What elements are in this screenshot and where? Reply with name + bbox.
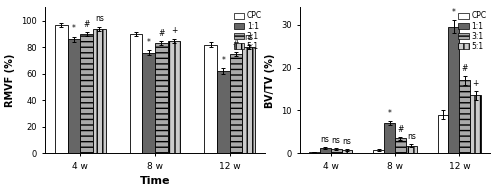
Text: ns: ns	[407, 132, 416, 141]
Bar	[142, 53, 155, 153]
X-axis label: Time: Time	[140, 176, 170, 186]
Text: *: *	[388, 109, 392, 118]
Legend: CPC, 1:1, 3:1, 5:1: CPC, 1:1, 3:1, 5:1	[457, 10, 488, 52]
Bar	[168, 41, 180, 153]
Text: ns: ns	[332, 136, 340, 145]
Bar	[230, 54, 242, 153]
Text: ns: ns	[342, 137, 351, 146]
Text: +: +	[171, 26, 177, 35]
Text: #: #	[462, 64, 468, 73]
Bar	[80, 34, 93, 153]
Bar	[406, 146, 417, 153]
Bar	[93, 29, 106, 153]
Bar	[438, 115, 448, 153]
Text: #: #	[398, 125, 404, 134]
Y-axis label: BV/TV (%): BV/TV (%)	[266, 53, 276, 108]
Text: *: *	[452, 8, 456, 17]
Text: ns: ns	[95, 14, 104, 23]
Text: #: #	[158, 29, 164, 38]
Bar	[373, 150, 384, 153]
Bar	[204, 45, 217, 153]
Bar	[320, 148, 330, 153]
Bar	[130, 34, 142, 153]
Legend: CPC, 1:1, 3:1, 5:1: CPC, 1:1, 3:1, 5:1	[232, 10, 264, 52]
Bar	[342, 150, 352, 153]
Bar	[448, 27, 460, 153]
Bar	[395, 138, 406, 153]
Y-axis label: RMVF (%): RMVF (%)	[6, 54, 16, 107]
Bar	[470, 95, 482, 153]
Text: *: *	[222, 56, 225, 65]
Text: ns: ns	[244, 33, 253, 42]
Bar	[460, 80, 470, 153]
Bar	[330, 149, 342, 153]
Bar	[55, 25, 68, 153]
Bar	[308, 152, 320, 153]
Text: #: #	[233, 40, 239, 49]
Bar	[68, 39, 80, 153]
Text: ns: ns	[320, 135, 330, 144]
Bar	[384, 123, 395, 153]
Bar	[242, 47, 255, 153]
Bar	[217, 71, 230, 153]
Text: +: +	[472, 79, 479, 88]
Text: #: #	[84, 20, 90, 29]
Text: *: *	[72, 24, 76, 33]
Bar	[155, 43, 168, 153]
Text: *: *	[146, 38, 150, 47]
